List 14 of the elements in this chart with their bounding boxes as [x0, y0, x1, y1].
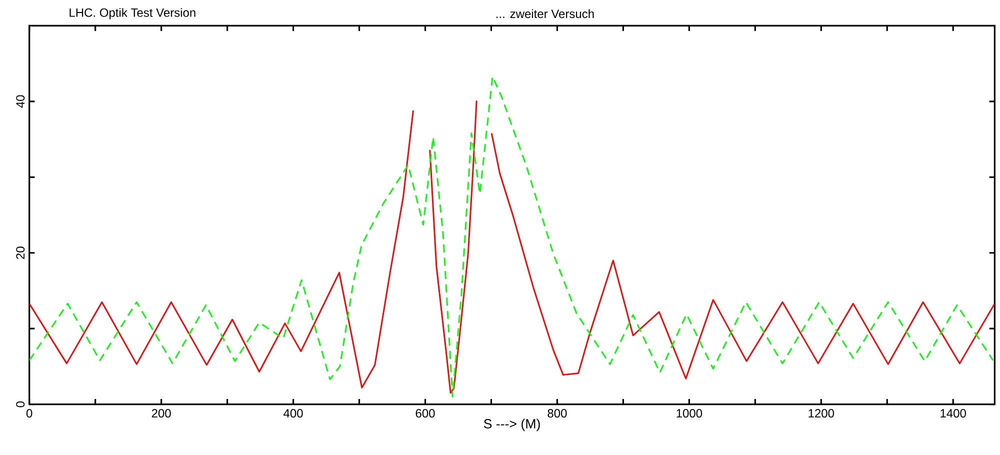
x-axis-title: S ---> (M) — [484, 418, 540, 432]
y-tick-label: 20 — [16, 246, 25, 259]
y-tick-label: 40 — [16, 95, 25, 108]
x-tick-label: 1000 — [676, 409, 702, 418]
x-tick-label: 800 — [548, 409, 567, 418]
x-tick-label: 600 — [416, 409, 435, 418]
chart-subtitle: ... zweiter Versuch — [496, 9, 594, 18]
x-tick-label: 200 — [152, 409, 171, 418]
y-tick-label: 0 — [16, 401, 25, 408]
x-tick-label: 1200 — [808, 409, 834, 418]
x-tick-label: 0 — [26, 409, 32, 418]
chart-title: LHC. Optik Test Version — [70, 8, 196, 20]
x-tick-label: 400 — [284, 409, 303, 418]
x-tick-label: 1400 — [940, 409, 966, 418]
